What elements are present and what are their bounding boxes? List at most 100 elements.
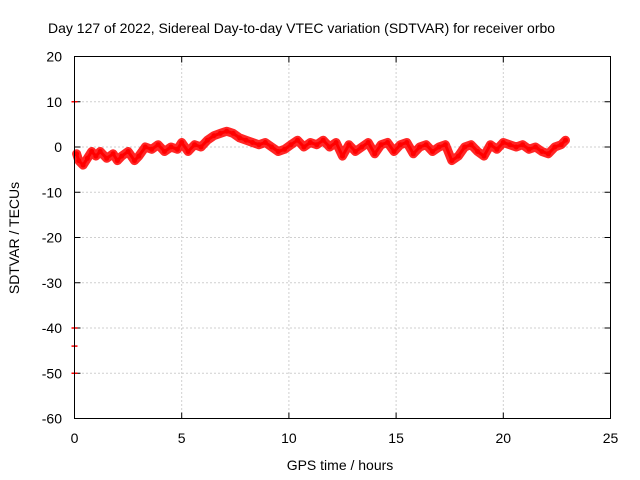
data-point [142,144,148,150]
data-point [132,158,137,164]
data-point [404,140,410,145]
data-point [533,144,538,150]
data-point [89,149,95,154]
data-point [192,142,198,148]
data-point [155,142,161,148]
data-point [397,142,403,148]
data-point [243,137,249,143]
data-point [76,158,82,164]
data-point [378,142,384,148]
x-tick-label: 20 [496,430,512,446]
data-point [320,137,326,143]
data-point [333,140,339,145]
data-point [462,144,468,150]
data-point [417,144,423,150]
y-tick-label: -40 [42,320,62,336]
data-point [545,151,551,157]
data-point [288,142,294,148]
data-point [430,149,435,154]
y-tick-label: 10 [46,94,62,110]
data-point [162,149,167,154]
data-point [295,137,300,143]
data-point [340,153,345,159]
data-point [507,142,513,148]
data-point [93,153,99,159]
data-point [275,149,281,154]
data-point [282,146,288,152]
y-tick-label: -50 [42,365,62,381]
axis-ticks: 0 5 10 15 20 25 -60 -50 -40 -30 -20 -10 0 10 20 [42,49,619,447]
x-axis-label: GPS time / hours [287,457,394,473]
data-point [269,144,275,150]
data-point [346,142,352,148]
y-tick-label: 20 [46,49,62,65]
data-point [168,144,174,150]
data-point [224,128,230,134]
data-point [250,140,255,145]
y-tick-label: -30 [42,275,62,291]
data-point [481,153,487,159]
data-point [436,144,442,150]
data-point [230,130,236,136]
x-tick-label: 0 [71,430,79,446]
data-point [327,144,333,150]
data-point [217,130,223,136]
data-point [185,149,191,154]
x-tick-label: 25 [603,430,619,446]
data-point [449,158,455,164]
y-axis-label: SDTVAR / TECUs [6,182,22,294]
y-tick-label: 0 [54,139,62,155]
data-point [455,153,461,159]
x-tick-label: 15 [388,430,404,446]
data-point [256,142,262,148]
data-point [307,140,313,145]
data-point [513,144,519,150]
data-point [149,146,155,152]
data-point [84,155,90,161]
data-point [500,140,506,145]
data-point [385,140,390,145]
data-point [174,146,180,152]
data-point [410,151,416,157]
data-point [74,151,80,157]
data-point [136,153,142,159]
data-point [104,155,110,161]
data-point [372,151,378,157]
data-point [365,140,371,145]
data-point [314,142,320,148]
data-point [520,142,526,148]
data-point [359,144,365,150]
grid-lines [74,56,611,419]
data-point [423,142,429,148]
y-tick-label: -20 [42,230,62,246]
y-tick-label: -60 [42,411,62,427]
data-point [558,142,564,148]
data-point [475,149,481,154]
data-points [71,101,570,374]
data-point [468,142,474,148]
data-point [262,140,268,145]
data-point [97,149,103,154]
plot-frame [74,56,611,419]
data-point [204,137,210,143]
data-point [526,146,532,152]
data-point [211,133,217,139]
chart-title: Day 127 of 2022, Sidereal Day-to-day VTE… [48,20,555,36]
data-point [125,149,131,154]
data-point [487,142,493,148]
data-point [563,137,568,143]
data-point [352,149,358,154]
data-point [80,162,86,168]
data-point [539,149,545,154]
data-point [442,142,448,148]
data-point [119,153,125,159]
y-tick-label: -10 [42,184,62,200]
x-tick-label: 10 [281,430,297,446]
data-point [110,151,116,157]
data-point [198,144,204,150]
data-point [237,135,243,141]
data-point [114,158,120,164]
data-point [179,140,185,145]
data-point [494,146,500,152]
